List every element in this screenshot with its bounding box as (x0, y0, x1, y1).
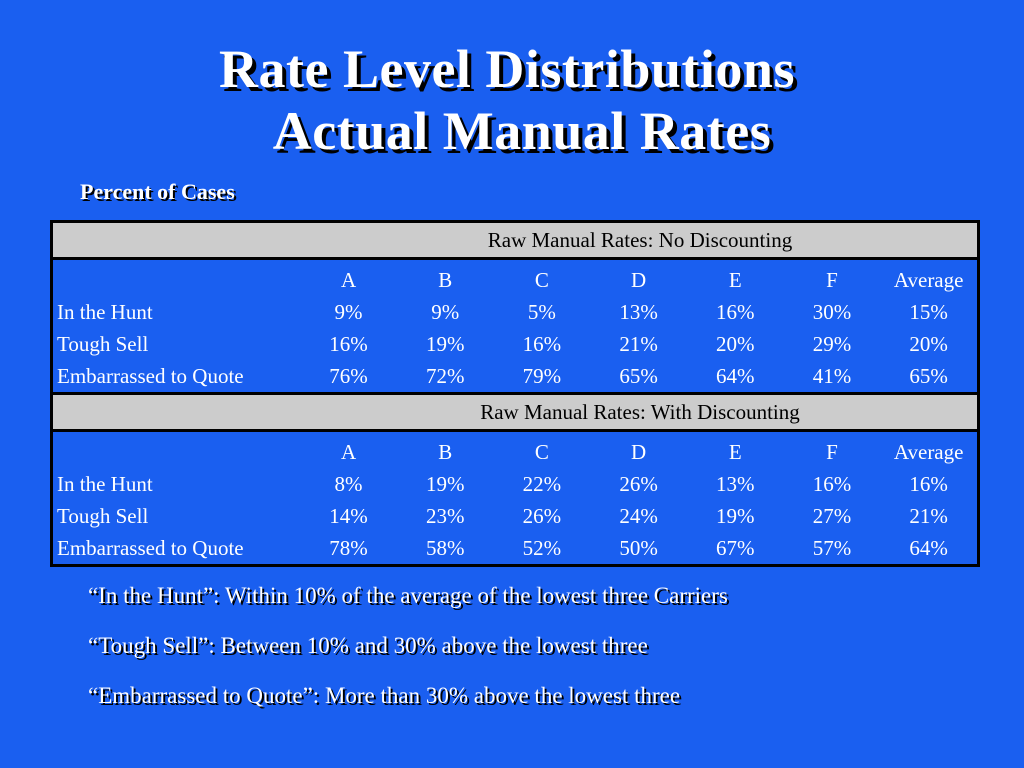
table-cell: 41% (812, 364, 852, 388)
table-cell: 67% (716, 536, 755, 560)
column-header: F (826, 440, 838, 464)
rate-distribution-table: Raw Manual Rates: No Discounting A B C D… (50, 220, 980, 567)
row-label: Embarrassed to Quote (57, 536, 244, 560)
table-cell: 76% (329, 364, 368, 388)
table-cell: 24% (619, 504, 658, 528)
row-label-empty (53, 436, 300, 468)
table-cell: 79% (522, 364, 562, 388)
table-cell: 52% (522, 536, 562, 560)
table-cell: 16% (522, 332, 562, 356)
table-cell: 9% (431, 300, 460, 324)
column-header: D (631, 268, 647, 292)
column-header: E (728, 268, 742, 292)
row-label: In the Hunt (57, 472, 153, 496)
column-header: B (438, 268, 453, 292)
column-header: E (728, 440, 742, 464)
table-cell: 16% (716, 300, 755, 324)
table-cell: 22% (522, 472, 562, 496)
table-section-body: A B C D E F Average In the Hunt 9% 9% 5%… (53, 257, 977, 392)
column-header-average: Average (893, 268, 964, 292)
table-row: Tough Sell 16% 19% 16% 21% 20% 29% 20% (53, 328, 977, 360)
table-cell: 19% (716, 504, 755, 528)
section-header-label: Raw Manual Rates: With Discounting (480, 400, 800, 424)
row-label: Tough Sell (57, 332, 149, 356)
table-cell: 9% (334, 300, 363, 324)
column-header-row: A B C D E F Average (53, 264, 977, 296)
table-cell: 20% (716, 332, 755, 356)
table-row: In the Hunt 8% 19% 22% 26% 13% 16% 16% (53, 468, 977, 500)
table-cell-average: 65% (909, 364, 948, 388)
column-header: F (826, 268, 838, 292)
table-cell: 27% (812, 504, 852, 528)
column-header: D (631, 440, 647, 464)
table-cell: 30% (812, 300, 852, 324)
table-cell-average: 21% (909, 504, 948, 528)
column-header: C (534, 440, 549, 464)
row-label: In the Hunt (57, 300, 153, 324)
column-header-row: A B C D E F Average (53, 436, 977, 468)
table-cell: 21% (619, 332, 658, 356)
column-header: A (340, 440, 357, 464)
table-cell: 65% (619, 364, 658, 388)
table-cell-average: 15% (909, 300, 948, 324)
row-label: Embarrassed to Quote (57, 364, 244, 388)
table-cell: 23% (425, 504, 465, 528)
row-label-empty (53, 264, 300, 296)
title-line-1: Rate Level Distributions (219, 39, 795, 99)
table-row: In the Hunt 9% 9% 5% 13% 16% 30% 15% (53, 296, 977, 328)
table-cell: 13% (619, 300, 658, 324)
table-cell: 57% (812, 536, 852, 560)
note-tough-sell: “Tough Sell”: Between 10% and 30% above … (88, 633, 648, 658)
column-header: B (438, 440, 453, 464)
table-cell: 19% (425, 472, 465, 496)
table-section-header: Raw Manual Rates: With Discounting (53, 392, 977, 429)
column-header-average: Average (893, 440, 964, 464)
note-in-the-hunt: “In the Hunt”: Within 10% of the average… (88, 583, 728, 608)
definitions-notes: “In the Hunt”: Within 10% of the average… (88, 579, 728, 729)
table-cell: 13% (716, 472, 755, 496)
table-cell: 78% (329, 536, 368, 560)
table-cell: 26% (522, 504, 562, 528)
title-line-2: Actual Manual Rates (272, 101, 772, 161)
table-cell: 5% (527, 300, 556, 324)
table-cell: 26% (619, 472, 658, 496)
table-cell: 8% (334, 472, 363, 496)
column-header: C (534, 268, 549, 292)
table-cell-average: 64% (909, 536, 948, 560)
table-cell: 58% (425, 536, 465, 560)
table-cell: 16% (329, 332, 368, 356)
table-row: Embarrassed to Quote 78% 58% 52% 50% 67%… (53, 532, 977, 564)
table-cell: 72% (425, 364, 465, 388)
table-cell: 19% (425, 332, 465, 356)
table-section-body: A B C D E F Average In the Hunt 8% 19% 2… (53, 429, 977, 564)
table-row: Tough Sell 14% 23% 26% 24% 19% 27% 21% (53, 500, 977, 532)
section-header-label: Raw Manual Rates: No Discounting (487, 228, 793, 252)
note-embarrassed-to-quote: “Embarrassed to Quote”: More than 30% ab… (88, 683, 681, 708)
column-header: A (340, 268, 357, 292)
table-cell: 14% (329, 504, 368, 528)
table-cell: 50% (619, 536, 658, 560)
table-cell-average: 20% (909, 332, 948, 356)
row-label: Tough Sell (57, 504, 149, 528)
table-cell: 16% (812, 472, 852, 496)
slide-title: Rate Level Distributions Actual Manual R… (0, 38, 1024, 162)
table-row: Embarrassed to Quote 76% 72% 79% 65% 64%… (53, 360, 977, 392)
table-cell: 29% (812, 332, 852, 356)
subtitle: Percent of Cases (80, 179, 235, 204)
table-section-header: Raw Manual Rates: No Discounting (53, 223, 977, 257)
table-cell: 64% (716, 364, 755, 388)
table-cell-average: 16% (909, 472, 948, 496)
